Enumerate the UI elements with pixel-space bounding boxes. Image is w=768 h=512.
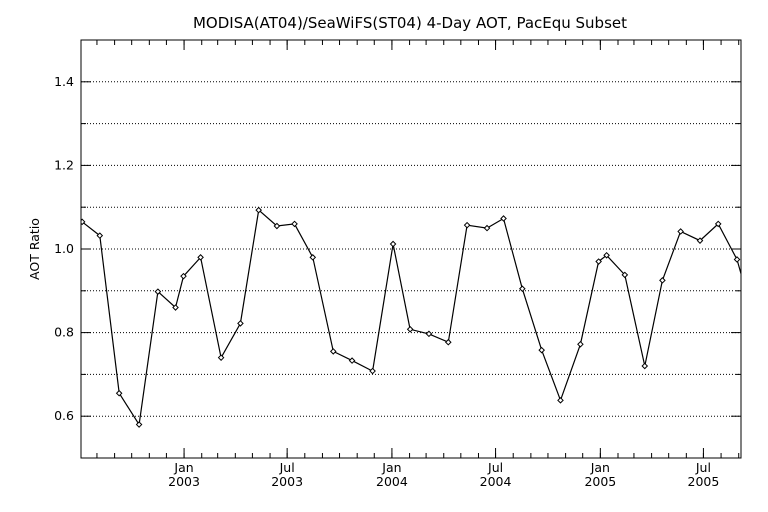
data-point-marker <box>483 224 491 232</box>
data-point-marker <box>96 232 104 239</box>
y-tick-label: 1.0 <box>54 241 74 256</box>
x-tick-year-label: 2003 <box>271 474 303 489</box>
data-point-marker <box>500 215 507 222</box>
data-point-marker <box>154 288 162 295</box>
x-tick-year-label: 2003 <box>168 474 200 489</box>
x-tick-year-label: 2005 <box>688 474 720 489</box>
gridlines <box>81 81 741 417</box>
plot-frame <box>80 39 742 459</box>
x-tick-month-label: Jan <box>381 460 401 475</box>
x-tick-year-label: 2005 <box>584 474 616 489</box>
data-point-marker <box>237 320 244 327</box>
data-point-marker <box>217 354 225 361</box>
data-point-marker <box>115 389 123 397</box>
data-point-marker <box>309 254 317 261</box>
data-point-marker <box>329 348 337 355</box>
data-point-marker <box>172 304 179 311</box>
data-point-marker <box>255 206 262 214</box>
data-point-marker <box>180 272 187 280</box>
data-point-marker <box>348 357 356 364</box>
data-point-marker <box>595 258 602 265</box>
data-point-marker <box>273 222 281 230</box>
data-point-marker <box>677 228 684 235</box>
data-point-marker <box>425 330 433 338</box>
axes: 0.60.81.01.21.4Jan2003Jul2003Jan2004Jul2… <box>54 39 741 489</box>
x-tick-month-label: Jul <box>695 460 711 475</box>
data-point-marker <box>641 362 649 370</box>
data-point-marker <box>463 221 471 229</box>
y-tick-label: 1.2 <box>54 157 74 172</box>
x-tick-month-label: Jul <box>279 460 295 475</box>
series-markers <box>81 206 758 428</box>
x-tick-month-label: Jul <box>487 460 503 475</box>
chart-title: MODISA(AT04)/SeaWiFS(ST04) 4-Day AOT, Pa… <box>193 14 627 32</box>
data-point-marker <box>81 218 86 226</box>
data-point-marker <box>577 340 584 348</box>
data-point-marker <box>369 367 376 375</box>
data-point-marker <box>519 285 526 293</box>
x-tick-month-label: Jan <box>173 460 193 475</box>
data-point-marker <box>557 397 564 404</box>
x-tick-year-label: 2004 <box>376 474 408 489</box>
data-point-marker <box>197 254 204 261</box>
series-line <box>81 208 741 427</box>
data-point-marker <box>538 346 545 354</box>
data-point-marker <box>135 421 143 428</box>
data-point-marker <box>733 256 741 263</box>
y-tick-label: 0.8 <box>54 325 74 340</box>
x-tick-month-label: Jan <box>590 460 610 475</box>
y-axis-label: AOT Ratio <box>27 218 42 280</box>
y-tick-label: 0.6 <box>54 408 74 423</box>
data-point-marker <box>753 322 758 327</box>
data-point-marker <box>291 220 298 228</box>
data-point-marker <box>659 277 666 284</box>
data-point-marker <box>444 338 452 346</box>
y-tick-label: 1.4 <box>54 74 74 89</box>
data-point-marker <box>389 240 397 248</box>
data-point-marker <box>603 251 610 259</box>
data-point-marker <box>714 220 722 228</box>
data-point-marker <box>696 237 704 244</box>
series-line-path <box>81 208 741 427</box>
x-tick-year-label: 2004 <box>480 474 512 489</box>
data-point-marker <box>621 271 629 279</box>
data-point-marker <box>406 325 414 333</box>
